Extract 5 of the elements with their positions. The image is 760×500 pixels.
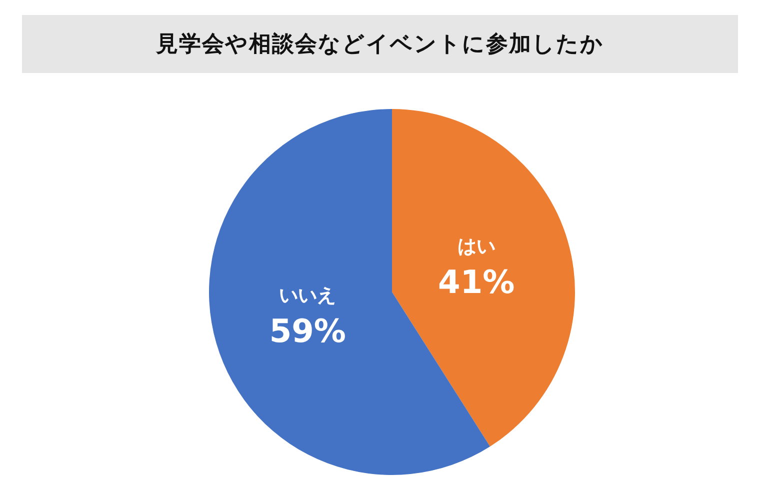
data-label: 59% xyxy=(269,312,346,350)
slice-label: いいえ xyxy=(279,284,336,306)
data-label: 41% xyxy=(438,262,515,301)
slice-label: はい xyxy=(457,235,496,258)
chart-title: 見学会や相談会などイベントに参加したか xyxy=(22,15,738,73)
